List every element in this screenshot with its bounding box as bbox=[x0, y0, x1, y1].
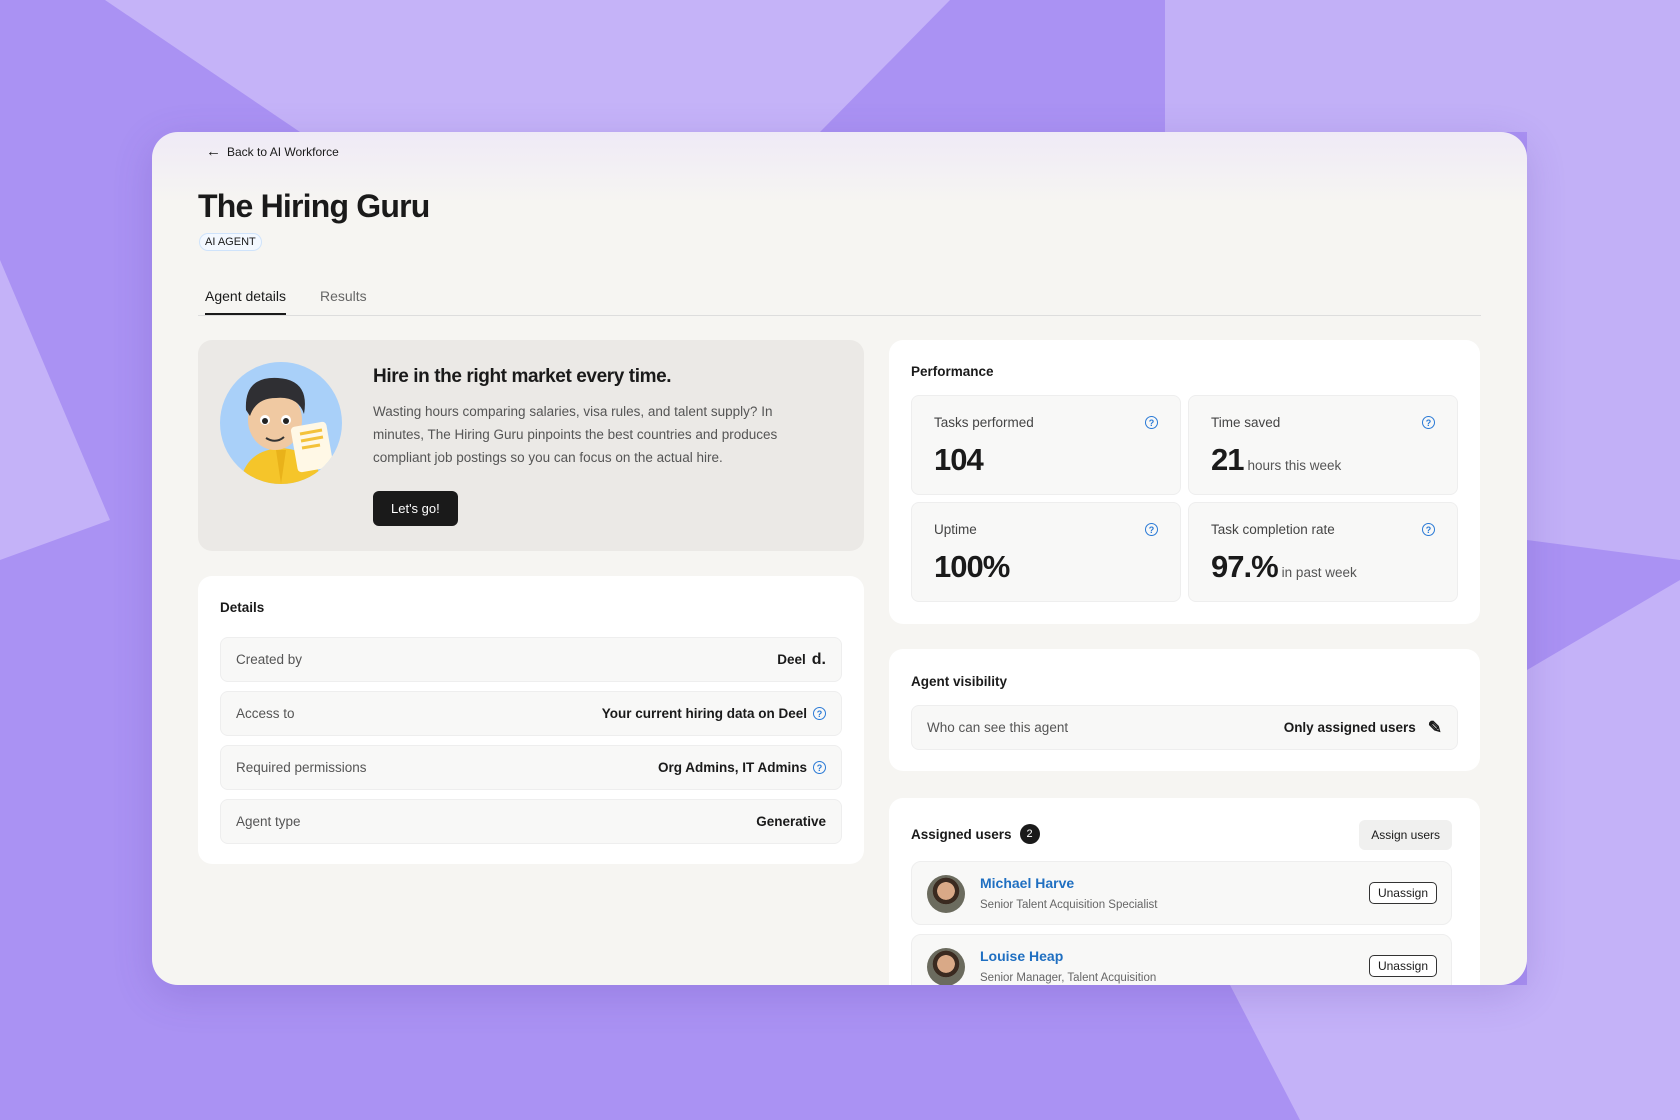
assigned-users-card: Assigned users 2 Assign users Michael Har… bbox=[889, 798, 1480, 985]
visibility-label: Who can see this agent bbox=[927, 720, 1069, 735]
deel-logo: d. bbox=[811, 650, 826, 668]
help-icon[interactable]: ? bbox=[1422, 416, 1435, 429]
detail-row-created-by: Created by Deel d. bbox=[220, 637, 842, 682]
user-item: Michael Harve Senior Talent Acquisition … bbox=[911, 861, 1452, 925]
help-icon[interactable]: ? bbox=[1145, 523, 1158, 536]
user-role: Senior Manager, Talent Acquisition bbox=[980, 972, 1157, 984]
stat-label: Time saved bbox=[1211, 415, 1281, 430]
user-avatar bbox=[927, 948, 965, 985]
agent-detail-window: ← Back to AI Workforce The Hiring Guru A… bbox=[152, 132, 1527, 985]
stat-value: 97.% bbox=[1211, 549, 1279, 584]
help-icon[interactable]: ? bbox=[1145, 416, 1158, 429]
user-name-link[interactable]: Michael Harve bbox=[980, 875, 1075, 891]
assigned-users-title: Assigned users 2 bbox=[911, 824, 1040, 844]
detail-value: Your current hiring data on Deel bbox=[601, 706, 807, 721]
detail-row-required-permissions: Required permissions Org Admins, IT Admi… bbox=[220, 745, 842, 790]
user-count-badge: 2 bbox=[1019, 824, 1040, 844]
assign-users-button[interactable]: Assign users bbox=[1359, 820, 1452, 850]
detail-row-agent-type: Agent type Generative bbox=[220, 799, 842, 844]
stat-uptime: Uptime ? 100% bbox=[911, 502, 1181, 602]
stat-suffix: hours this week bbox=[1247, 458, 1342, 473]
detail-row-access-to: Access to Your current hiring data on De… bbox=[220, 691, 842, 736]
tab-bar: Agent details Results bbox=[198, 280, 1481, 316]
back-link[interactable]: ← Back to AI Workforce bbox=[206, 143, 339, 160]
stat-label: Uptime bbox=[934, 522, 977, 537]
agent-avatar bbox=[220, 362, 342, 484]
performance-title: Performance bbox=[911, 364, 994, 379]
visibility-value: Only assigned users bbox=[1283, 720, 1416, 735]
stat-label: Task completion rate bbox=[1211, 522, 1335, 537]
tab-results[interactable]: Results bbox=[320, 288, 367, 304]
details-card: Details Created by Deel d. Access to Your… bbox=[198, 576, 864, 864]
detail-label: Created by bbox=[236, 652, 303, 667]
stat-value: 100% bbox=[934, 549, 1010, 584]
detail-label: Access to bbox=[236, 706, 295, 721]
stat-label: Tasks performed bbox=[934, 415, 1034, 430]
tab-agent-details[interactable]: Agent details bbox=[205, 288, 286, 315]
hero-heading: Hire in the right market every time. bbox=[373, 366, 672, 387]
arrow-left-icon: ← bbox=[206, 143, 221, 160]
detail-value: Generative bbox=[756, 814, 826, 829]
help-icon[interactable]: ? bbox=[1422, 523, 1435, 536]
stat-suffix: in past week bbox=[1281, 565, 1357, 580]
help-icon[interactable]: ? bbox=[813, 761, 826, 774]
back-label: Back to AI Workforce bbox=[227, 144, 339, 159]
details-title: Details bbox=[220, 600, 265, 615]
visibility-row: Who can see this agent Only assigned use… bbox=[911, 705, 1458, 750]
user-name-link[interactable]: Louise Heap bbox=[980, 948, 1064, 964]
stat-task-completion-rate: Task completion rate ? 97.% in past week bbox=[1188, 502, 1458, 602]
unassign-button[interactable]: Unassign bbox=[1368, 955, 1437, 977]
detail-value: Org Admins, IT Admins bbox=[657, 760, 807, 775]
page-title: The Hiring Guru bbox=[198, 188, 430, 224]
performance-card: Performance Tasks performed ? 104 Time s… bbox=[889, 340, 1480, 624]
stat-time-saved: Time saved ? 21 hours this week bbox=[1188, 395, 1458, 495]
detail-label: Agent type bbox=[236, 814, 301, 829]
hero-description: Wasting hours comparing salaries, visa r… bbox=[373, 404, 778, 465]
lets-go-button[interactable]: Let's go! bbox=[373, 491, 458, 526]
user-item: Louise Heap Senior Manager, Talent Acqui… bbox=[911, 934, 1452, 985]
visibility-card: Agent visibility Who can see this agent … bbox=[889, 649, 1480, 771]
agent-badge: AI AGENT bbox=[199, 233, 262, 251]
unassign-button[interactable]: Unassign bbox=[1368, 882, 1437, 904]
user-role: Senior Talent Acquisition Specialist bbox=[980, 899, 1158, 911]
assigned-title-text: Assigned users bbox=[911, 826, 1012, 842]
pencil-icon[interactable]: ✎ bbox=[1427, 717, 1442, 737]
hero-card: Hire in the right market every time. Was… bbox=[198, 340, 864, 551]
visibility-title: Agent visibility bbox=[911, 674, 1008, 689]
help-icon[interactable]: ? bbox=[813, 707, 826, 720]
stat-value: 21 bbox=[1211, 442, 1244, 477]
detail-value: Deel bbox=[777, 652, 806, 667]
stat-tasks-performed: Tasks performed ? 104 bbox=[911, 395, 1181, 495]
detail-label: Required permissions bbox=[236, 760, 367, 775]
user-avatar bbox=[927, 875, 965, 913]
stat-value: 104 bbox=[934, 442, 984, 477]
